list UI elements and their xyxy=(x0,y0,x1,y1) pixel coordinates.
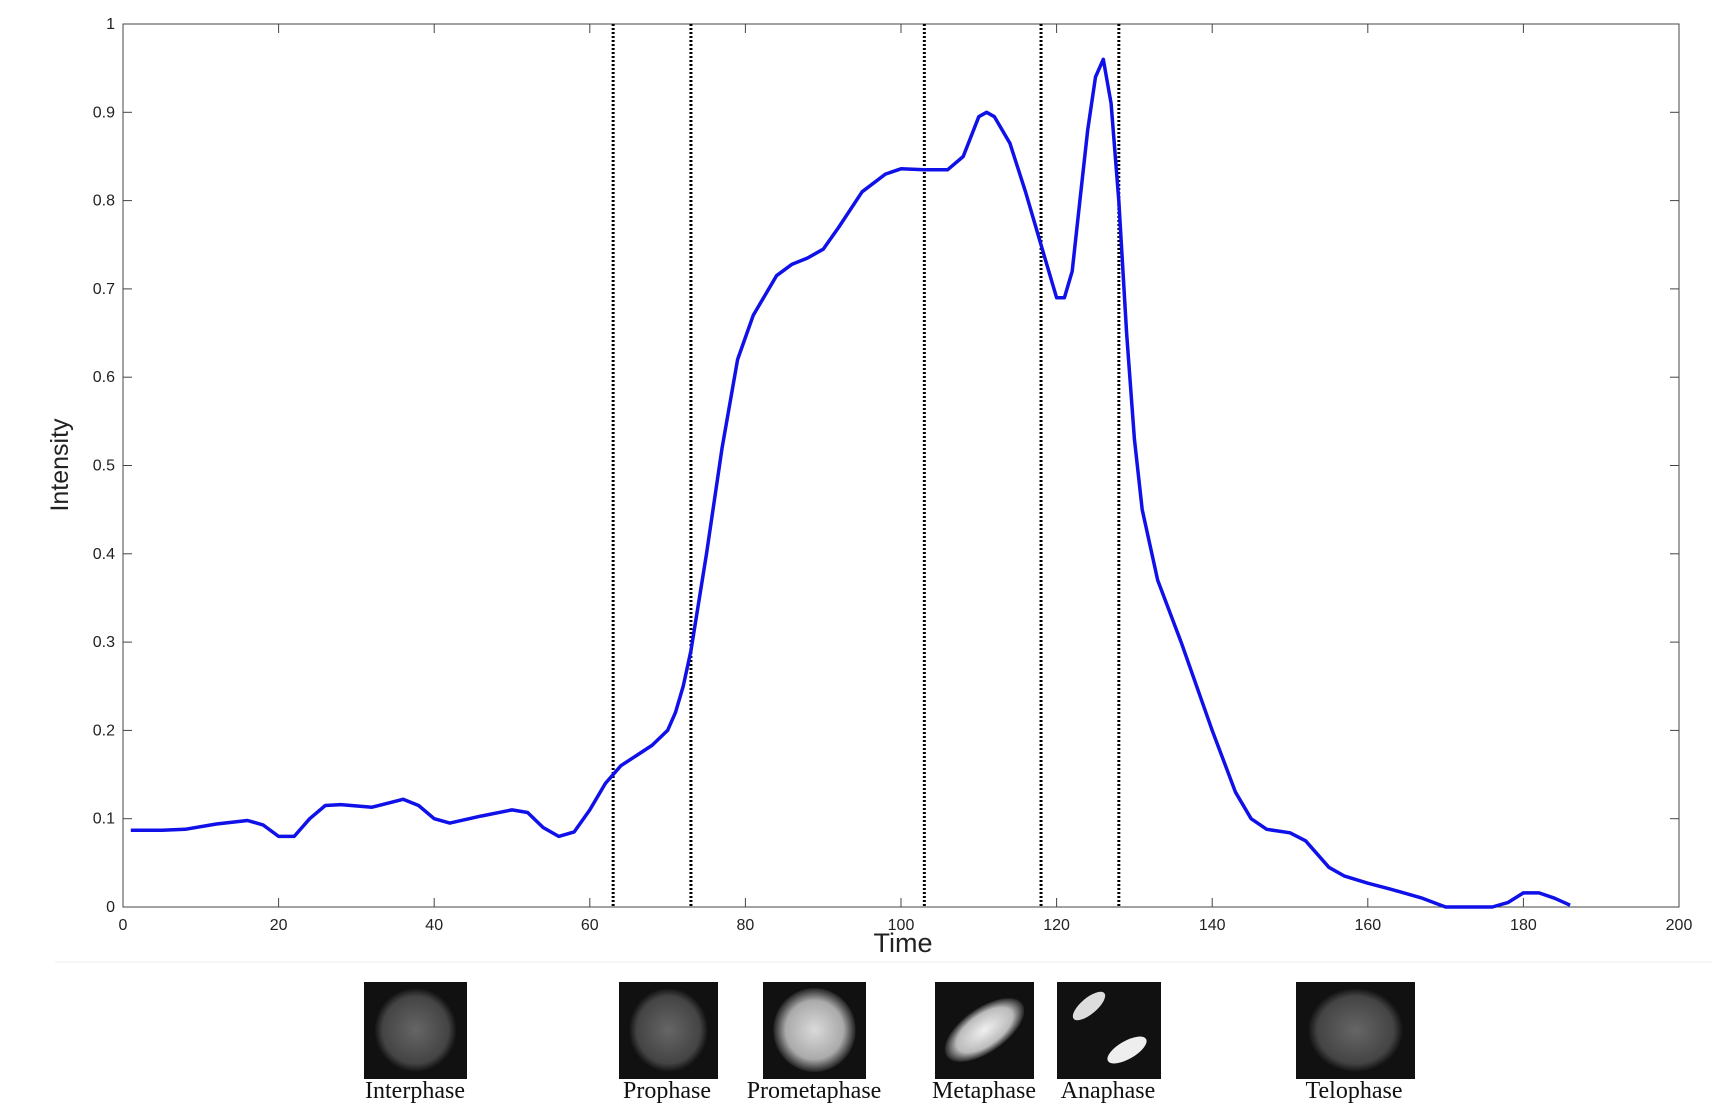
phase-label: Anaphase xyxy=(1061,1078,1156,1104)
x-tick-label: 0 xyxy=(119,917,128,934)
intensity-line xyxy=(130,57,1571,909)
cell-body xyxy=(1307,988,1404,1072)
y-tick-label: 0 xyxy=(106,899,115,916)
chromatid xyxy=(1107,1036,1147,1064)
cell-body xyxy=(773,988,856,1072)
phase-label: Prometaphase xyxy=(747,1078,882,1104)
phase-label: Metaphase xyxy=(932,1078,1036,1104)
x-tick-label: 140 xyxy=(1199,917,1226,934)
y-tick-label: 0.2 xyxy=(93,722,115,739)
x-tick-label: 20 xyxy=(270,917,288,934)
cell-image xyxy=(1057,982,1161,1079)
y-tick-label: 0.8 xyxy=(93,193,115,210)
y-axis-label: Intensity xyxy=(46,418,74,512)
y-tick-label: 1 xyxy=(106,16,115,33)
phase-label: Telophase xyxy=(1306,1078,1403,1104)
x-tick-label: 120 xyxy=(1043,917,1070,934)
x-tick-label: 60 xyxy=(581,917,599,934)
y-tick-label: 0.4 xyxy=(93,546,115,563)
cell-body xyxy=(628,988,709,1072)
x-tick-label: 160 xyxy=(1354,917,1381,934)
chromatid xyxy=(1072,991,1106,1021)
x-tick-label: 100 xyxy=(888,917,915,934)
phase-label: Prophase xyxy=(623,1078,711,1104)
x-tick-label: 200 xyxy=(1666,917,1693,934)
x-tick-label: 180 xyxy=(1510,917,1537,934)
y-tick-label: 0.3 xyxy=(93,634,115,651)
y-tick-label: 0.9 xyxy=(93,104,115,121)
cell-body xyxy=(374,988,457,1072)
x-tick-label: 80 xyxy=(737,917,755,934)
x-tick-label: 40 xyxy=(425,917,443,934)
y-tick-label: 0.6 xyxy=(93,369,115,386)
y-tick-label: 0.7 xyxy=(93,281,115,298)
cell-body xyxy=(944,998,1025,1062)
y-tick-label: 0.5 xyxy=(93,458,115,475)
y-tick-label: 0.1 xyxy=(93,811,115,828)
x-axis-label: Time xyxy=(874,928,933,958)
plot-frame xyxy=(122,23,1680,908)
phase-label: Interphase xyxy=(365,1078,465,1104)
